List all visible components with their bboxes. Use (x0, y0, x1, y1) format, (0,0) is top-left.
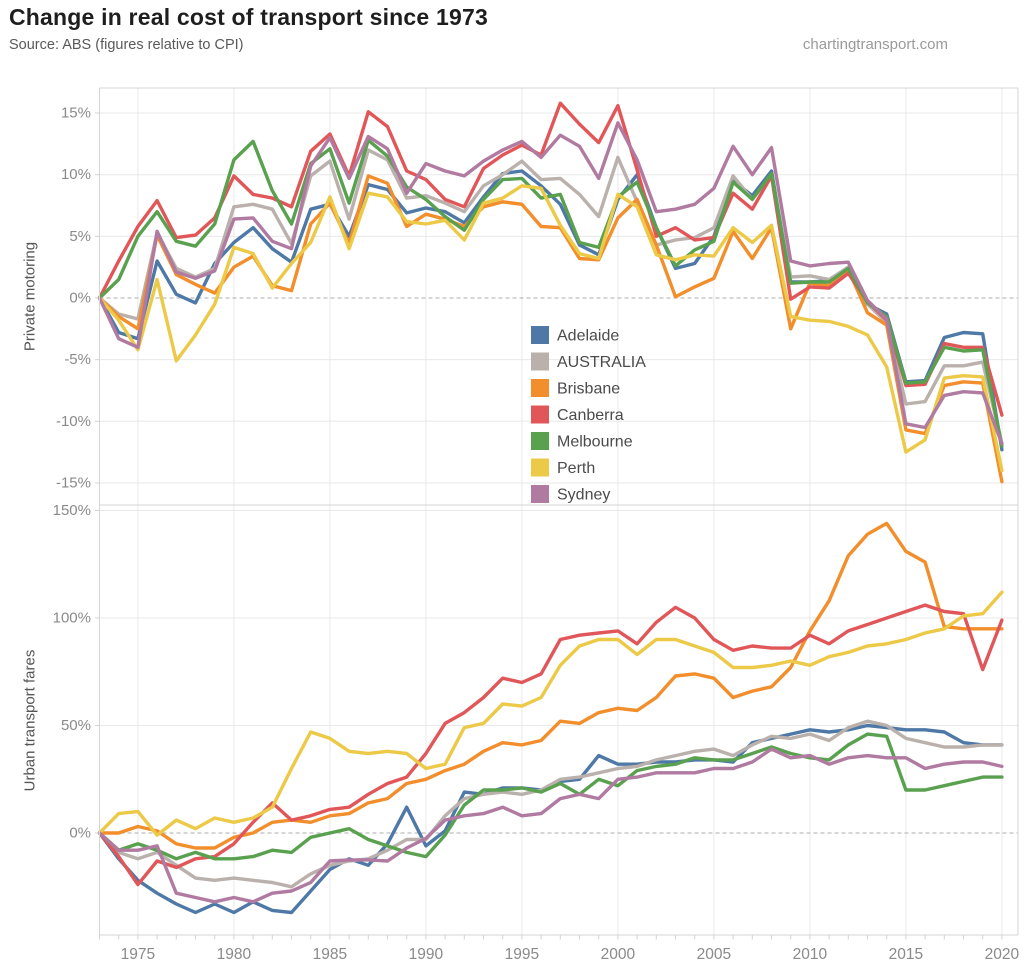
series-line-melbourne-panel1 (97, 138, 1004, 448)
legend-swatch-melbourne (531, 432, 549, 450)
watermark-text: chartingtransport.com (802, 36, 948, 53)
series-line-canberra-panel2 (97, 603, 1004, 887)
legend-item-brisbane: Brisbane (531, 379, 620, 398)
series-line-perth-panel1 (97, 184, 1004, 473)
legend-swatch-perth (531, 458, 549, 477)
x-tick-label-2005: 2005 (697, 946, 731, 963)
series-line-brisbane-panel2 (97, 521, 1004, 850)
series-line-melbourne-panel2 (97, 732, 1004, 861)
x-tick-label-2015: 2015 (889, 946, 923, 963)
series-line-canberra-panel1 (97, 101, 1004, 417)
y-tick-label-panel1-15%: 15% (61, 105, 91, 122)
y-tick-label-panel2-50%: 50% (61, 717, 91, 734)
legend-swatch-brisbane (531, 379, 549, 397)
legend-item-adelaide: Adelaide (531, 326, 619, 345)
legend-item-australia: AUSTRALIA (531, 352, 646, 371)
x-tick-label-1975: 1975 (121, 946, 155, 963)
x-tick-label-2000: 2000 (601, 946, 636, 963)
y-tick-label-panel2-150%: 150% (53, 502, 91, 519)
series-line-australia-panel2 (97, 719, 1004, 889)
x-tick-label-1995: 1995 (505, 946, 539, 963)
x-tick-label-1980: 1980 (217, 946, 252, 963)
legend-label-canberra: Canberra (557, 407, 624, 424)
legend-label-adelaide: Adelaide (557, 328, 619, 345)
series-line-sydney-panel1 (97, 121, 1004, 446)
x-tick-label-2010: 2010 (793, 946, 828, 963)
legend-item-melbourne: Melbourne (531, 432, 633, 451)
page-title: Change in real cost of transport since 1… (9, 4, 488, 30)
y-tick-label-panel2-0%: 0% (69, 825, 91, 842)
source-note: Source: ABS (figures relative to CPI) (9, 37, 244, 53)
y-tick-label-panel1-5%: 5% (69, 228, 91, 245)
legend-label-melbourne: Melbourne (557, 434, 633, 451)
legend-label-perth: Perth (557, 460, 595, 477)
y-tick-label-panel1-10%: 10% (61, 166, 91, 183)
legend-item-perth: Perth (531, 458, 595, 477)
y-tick-label-panel2-100%: 100% (53, 610, 91, 627)
legend-swatch-canberra (531, 405, 549, 424)
legend-item-sydney: Sydney (531, 485, 610, 504)
series-line-perth-panel2 (97, 590, 1004, 837)
legend-swatch-sydney (531, 485, 549, 503)
x-tick-label-1985: 1985 (313, 946, 347, 963)
legend-label-brisbane: Brisbane (557, 381, 620, 398)
legend-swatch-australia (531, 352, 549, 371)
legend-item-canberra: Canberra (531, 405, 624, 424)
y-tick-label-panel1--5%: -5% (64, 351, 91, 368)
x-tick-label-2020: 2020 (985, 946, 1020, 963)
series-line-sydney-panel2 (97, 747, 1004, 904)
series-line-adelaide-panel2 (97, 723, 1004, 915)
x-tick-label-1990: 1990 (409, 946, 444, 963)
legend-swatch-adelaide (531, 326, 549, 344)
y-tick-label-panel1-0%: 0% (69, 290, 91, 307)
legend-label-sydney: Sydney (557, 487, 610, 504)
series-line-brisbane-panel1 (97, 174, 1004, 484)
legend-label-australia: AUSTRALIA (557, 354, 646, 371)
y-tick-label-panel1--15%: -15% (56, 474, 91, 491)
y-tick-label-panel1--10%: -10% (56, 413, 91, 430)
